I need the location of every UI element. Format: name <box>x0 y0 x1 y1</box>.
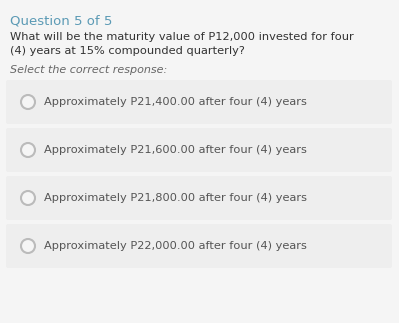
Text: Approximately P21,400.00 after four (4) years: Approximately P21,400.00 after four (4) … <box>44 97 307 107</box>
FancyBboxPatch shape <box>6 128 392 172</box>
Text: Approximately P21,600.00 after four (4) years: Approximately P21,600.00 after four (4) … <box>44 145 307 155</box>
Text: Approximately P22,000.00 after four (4) years: Approximately P22,000.00 after four (4) … <box>44 241 307 251</box>
FancyBboxPatch shape <box>6 176 392 220</box>
Text: (4) years at 15% compounded quarterly?: (4) years at 15% compounded quarterly? <box>10 46 245 56</box>
Circle shape <box>21 191 35 205</box>
Circle shape <box>21 143 35 157</box>
Text: Select the correct response:: Select the correct response: <box>10 65 167 75</box>
FancyBboxPatch shape <box>6 224 392 268</box>
Text: Approximately P21,800.00 after four (4) years: Approximately P21,800.00 after four (4) … <box>44 193 307 203</box>
Text: Question 5 of 5: Question 5 of 5 <box>10 14 113 27</box>
Text: What will be the maturity value of P12,000 invested for four: What will be the maturity value of P12,0… <box>10 32 354 42</box>
Circle shape <box>21 95 35 109</box>
Circle shape <box>21 239 35 253</box>
FancyBboxPatch shape <box>6 80 392 124</box>
